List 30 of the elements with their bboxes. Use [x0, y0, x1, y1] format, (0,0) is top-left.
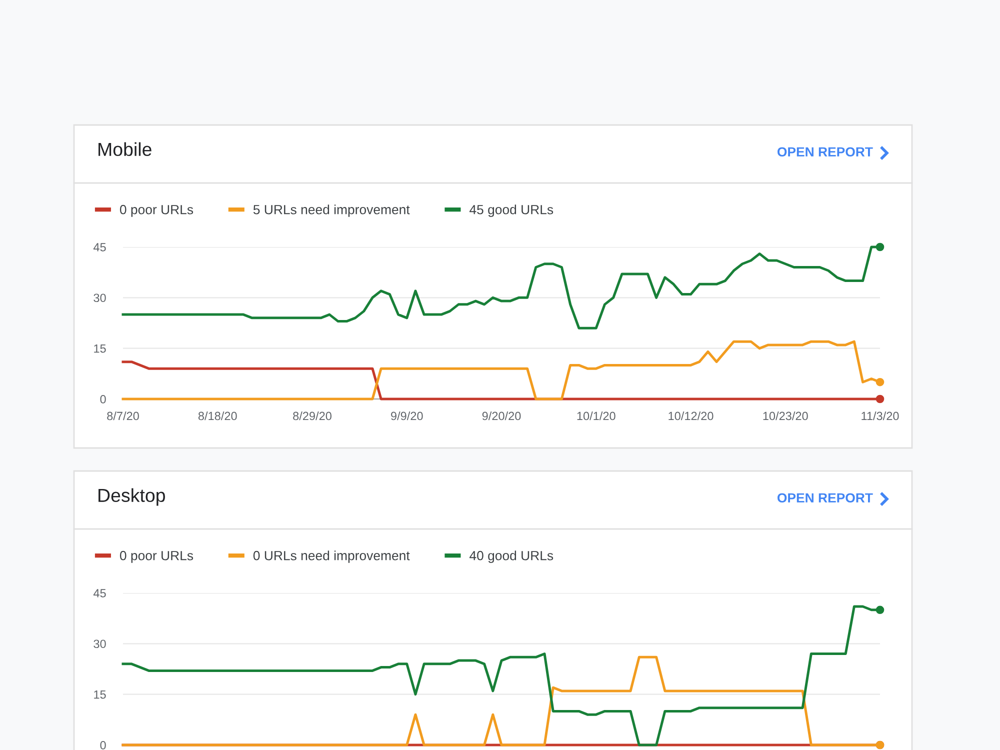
point	[876, 378, 884, 386]
legend-label: 0 poor URLs	[120, 204, 194, 217]
point	[876, 242, 884, 252]
text: OPEN REPORT	[778, 493, 873, 503]
y-tick-label: 30	[94, 294, 106, 302]
text: OPEN REPORT	[778, 147, 873, 157]
y-tick-label: 45	[93, 589, 106, 598]
chart-title: Desktop	[98, 488, 165, 506]
x-tick-label: 9/9/20	[391, 412, 423, 420]
x-tick-label: 8/18/20	[198, 412, 237, 420]
y-tick-label: 15	[94, 344, 106, 353]
y-tick-label: 30	[94, 640, 106, 648]
x-tick-label: 10/23/20	[763, 412, 808, 420]
legend-label: 0 poor URLs	[120, 550, 194, 563]
legend-label: 45 good URLs	[470, 204, 554, 217]
y-tick-label: 0	[100, 395, 106, 404]
x-tick-label: 10/12/20	[668, 412, 714, 420]
x-tick-label: 9/20/20	[482, 412, 521, 420]
x-tick-label: 10/1/20	[577, 412, 616, 420]
y-tick-label: 15	[94, 690, 106, 699]
y-tick-label: 0	[100, 741, 106, 750]
legend-label: 40 good URLs	[470, 550, 554, 563]
legend-label: 5 URLs need improvement	[253, 204, 410, 217]
y-tick-label: 45	[93, 243, 106, 252]
x-tick-label: 11/3/20	[862, 412, 899, 420]
legend-label: 0 URLs need improvement	[253, 550, 410, 563]
x-tick-label: 8/29/20	[293, 412, 332, 420]
x-tick-label: 8/7/20	[107, 412, 139, 420]
point	[876, 394, 884, 404]
chart-title: Mobile	[98, 142, 152, 156]
